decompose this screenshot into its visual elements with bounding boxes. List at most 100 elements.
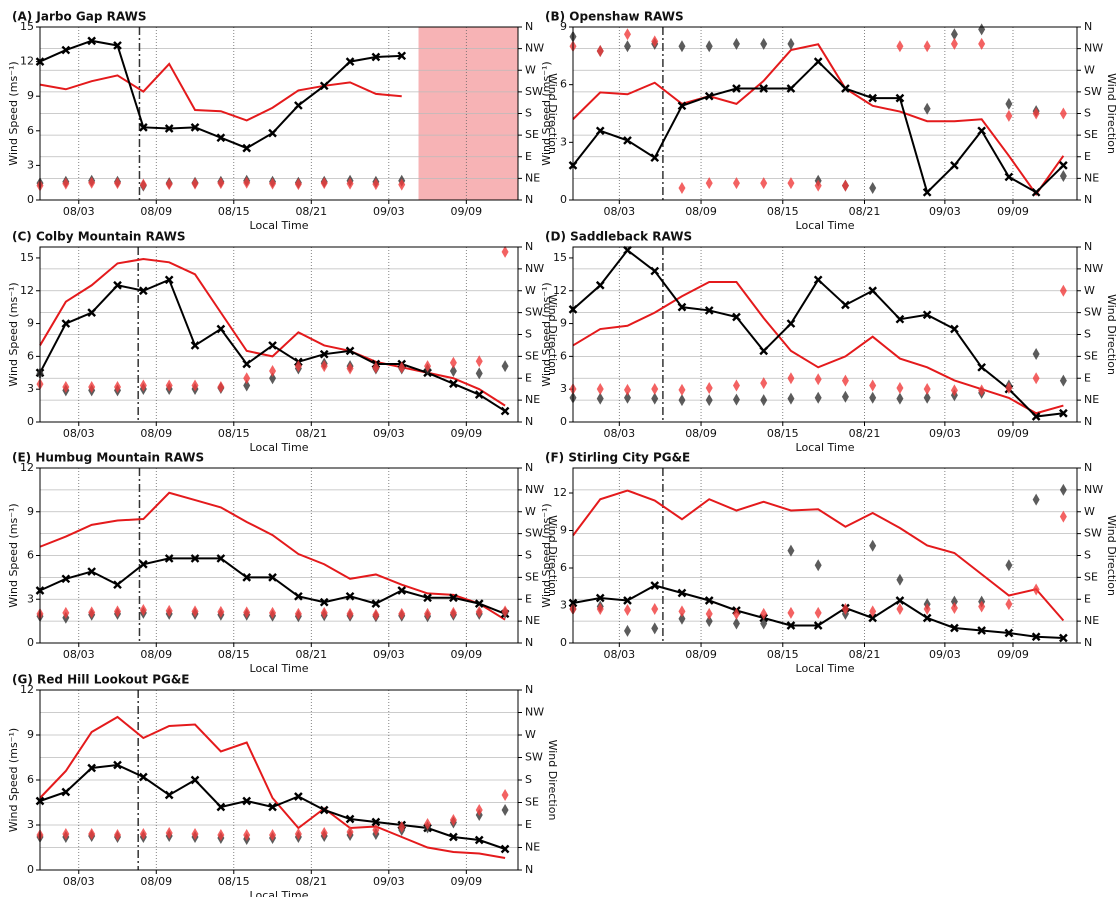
diamond-marker (320, 606, 328, 619)
y-tick-label: 12 (20, 284, 34, 297)
x-marker (139, 772, 148, 782)
diamond-marker (294, 828, 302, 840)
x-marker (242, 796, 252, 806)
diamond-marker (651, 382, 659, 395)
diamond-marker (923, 602, 931, 615)
x-marker (868, 613, 878, 623)
diamond-marker (787, 392, 795, 405)
x-marker (650, 581, 660, 590)
x-tick-label: 08/09 (685, 427, 717, 440)
diamond-marker (841, 374, 849, 387)
y-tick-label: 12 (20, 461, 34, 474)
x-marker (87, 763, 97, 773)
diamond-marker (475, 367, 483, 380)
y2-tick-label: N (1084, 20, 1092, 33)
x-marker (868, 286, 878, 296)
y2-tick-label: S (525, 549, 532, 562)
x-marker (759, 84, 769, 93)
plot-frame (39, 26, 519, 201)
x-marker (677, 302, 687, 312)
y2-tick-label: SE (525, 349, 539, 362)
diamond-marker (217, 829, 225, 841)
x-tick-label: 08/09 (140, 875, 172, 888)
y-tick-label: 0 (560, 415, 567, 428)
diamond-marker (139, 178, 147, 191)
x-marker (294, 101, 303, 110)
y2-axis-label: Wind Direction (546, 73, 559, 154)
x-marker (732, 84, 741, 93)
y2-tick-label: E (1084, 371, 1091, 384)
y2-tick-label: SE (525, 128, 539, 141)
diamond-marker (841, 390, 849, 403)
diamond-marker (88, 381, 96, 393)
diamond-marker (1059, 510, 1067, 523)
x-marker (474, 390, 484, 400)
diamond-marker (294, 607, 302, 620)
diamond-marker (623, 28, 631, 41)
y-tick-label: 6 (27, 349, 34, 362)
y2-tick-label: S (1084, 549, 1091, 562)
diamond-marker (623, 40, 631, 53)
x-marker (1059, 161, 1068, 170)
plot-frame (572, 246, 1078, 423)
y2-tick-label: E (1084, 150, 1091, 163)
y2-tick-label: SW (1084, 527, 1102, 540)
series-line (572, 43, 1065, 196)
y2-tick-label: NW (525, 262, 544, 275)
x-marker (113, 580, 122, 590)
series-line (39, 39, 402, 150)
diamond-marker (501, 789, 509, 801)
diamond-marker (372, 824, 380, 836)
diamond-marker (475, 355, 483, 368)
diamond-marker (623, 383, 631, 396)
diamond-marker (787, 606, 795, 619)
y2-tick-label: N (525, 636, 533, 649)
diamond-marker (678, 605, 686, 618)
diamond-marker (424, 607, 432, 620)
panel-title: (B) Openshaw RAWS (545, 10, 684, 24)
x-tick-label: 08/15 (767, 648, 799, 661)
diamond-marker (787, 177, 795, 190)
x-tick-label: 08/21 (849, 648, 881, 661)
x-marker (113, 760, 122, 770)
diamond-marker (596, 392, 604, 405)
y2-tick-label: S (525, 773, 532, 786)
diamond-marker (896, 40, 904, 53)
diamond-marker (449, 364, 457, 377)
diamond-marker (1005, 109, 1013, 122)
y-tick-label: 12 (20, 55, 34, 68)
diamond-marker (139, 379, 147, 392)
x-tick-label: 08/15 (218, 205, 250, 218)
diamond-marker (165, 604, 173, 617)
x-marker (977, 362, 986, 372)
diamond-marker (1032, 493, 1040, 506)
y2-tick-label: SW (525, 527, 543, 540)
series-line (572, 60, 1065, 195)
diamond-marker (651, 35, 659, 48)
y-tick-label: 9 (560, 317, 567, 330)
x-marker (87, 36, 97, 46)
diamond-marker (398, 821, 406, 833)
diamond-marker (139, 603, 147, 616)
x-marker (786, 319, 796, 328)
x-tick-label: 08/21 (295, 648, 327, 661)
y-tick-label: 6 (560, 561, 567, 574)
diamond-marker (114, 177, 122, 190)
y2-tick-label: NW (1084, 262, 1103, 275)
diamond-marker (596, 602, 604, 615)
diamond-marker (449, 356, 457, 369)
diamond-marker (760, 177, 768, 190)
diamond-marker (787, 544, 795, 557)
y2-tick-label: SW (525, 751, 543, 764)
x-tick-label: 08/03 (603, 648, 635, 661)
diamond-marker (243, 829, 251, 841)
y2-axis-label: Wind Direction (1105, 515, 1118, 596)
x-marker (397, 586, 407, 595)
x-tick-label: 08/21 (849, 205, 881, 218)
y-tick-label: 9 (560, 20, 567, 33)
y-tick-label: 6 (560, 349, 567, 362)
x-marker (868, 93, 878, 103)
plot-frame (39, 246, 519, 423)
diamond-marker (191, 605, 199, 618)
diamond-marker (651, 392, 659, 405)
